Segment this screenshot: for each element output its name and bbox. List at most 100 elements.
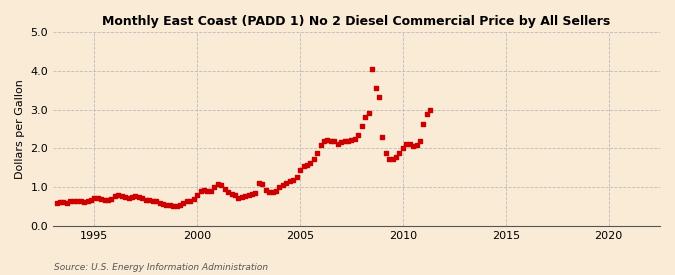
Point — [119, 195, 130, 199]
Point — [284, 179, 295, 183]
Point — [96, 197, 107, 201]
Point — [360, 114, 371, 119]
Point — [298, 164, 309, 168]
Point — [72, 199, 82, 203]
Point — [175, 202, 186, 207]
Point — [367, 67, 377, 71]
Point — [394, 151, 405, 155]
Point — [257, 182, 268, 186]
Point — [342, 138, 353, 143]
Point — [165, 203, 176, 208]
Point — [377, 135, 387, 140]
Point — [398, 145, 408, 150]
Point — [144, 198, 155, 202]
Point — [134, 195, 144, 199]
Point — [418, 122, 429, 127]
Point — [171, 204, 182, 208]
Point — [274, 185, 285, 189]
Point — [370, 86, 381, 90]
Point — [126, 195, 137, 199]
Point — [315, 143, 326, 147]
Point — [373, 95, 384, 99]
Point — [383, 157, 394, 161]
Point — [113, 193, 124, 197]
Title: Monthly East Coast (PADD 1) No 2 Diesel Commercial Price by All Sellers: Monthly East Coast (PADD 1) No 2 Diesel … — [103, 15, 611, 28]
Point — [116, 193, 127, 198]
Point — [414, 139, 425, 144]
Point — [325, 138, 336, 143]
Point — [223, 190, 234, 194]
Point — [219, 187, 230, 191]
Point — [157, 202, 168, 206]
Point — [202, 189, 213, 193]
Point — [124, 195, 134, 200]
Point — [192, 193, 202, 197]
Point — [188, 197, 199, 201]
Point — [291, 175, 302, 180]
Point — [61, 200, 72, 205]
Point — [302, 163, 313, 167]
Point — [387, 157, 398, 161]
Point — [271, 189, 281, 193]
Point — [356, 124, 367, 128]
Point — [198, 188, 209, 192]
Point — [411, 143, 422, 147]
Point — [140, 197, 151, 202]
Point — [335, 140, 346, 145]
Point — [68, 199, 79, 203]
Point — [75, 199, 86, 204]
Point — [381, 151, 392, 155]
Point — [185, 199, 196, 203]
Point — [346, 138, 357, 142]
Point — [178, 200, 189, 205]
Point — [288, 178, 298, 182]
Point — [86, 198, 97, 202]
Point — [236, 195, 247, 199]
Point — [332, 141, 343, 146]
Point — [216, 183, 227, 187]
Point — [55, 200, 65, 204]
Point — [401, 141, 412, 146]
Point — [340, 139, 350, 144]
Point — [99, 197, 110, 202]
Point — [78, 200, 89, 204]
Point — [182, 199, 192, 204]
Point — [243, 193, 254, 197]
Point — [421, 112, 432, 116]
Point — [51, 200, 62, 205]
Point — [305, 161, 316, 165]
Point — [240, 193, 250, 198]
Point — [58, 200, 69, 204]
Point — [250, 191, 261, 195]
Point — [233, 196, 244, 200]
Point — [206, 189, 217, 193]
Point — [294, 167, 305, 172]
Point — [267, 190, 278, 194]
Point — [65, 199, 76, 204]
Point — [261, 188, 271, 192]
Point — [167, 204, 178, 208]
Point — [103, 198, 113, 202]
Point — [312, 151, 323, 155]
Point — [404, 142, 415, 147]
Point — [209, 185, 219, 189]
Point — [353, 133, 364, 137]
Point — [137, 196, 148, 200]
Point — [246, 192, 257, 196]
Point — [161, 202, 171, 207]
Point — [329, 139, 340, 144]
Point — [281, 181, 292, 185]
Point — [213, 182, 223, 186]
Point — [82, 199, 93, 204]
Point — [230, 193, 240, 197]
Point — [226, 191, 237, 196]
Point — [363, 111, 374, 115]
Point — [254, 181, 265, 185]
Point — [130, 194, 141, 199]
Point — [147, 199, 158, 203]
Point — [109, 194, 120, 199]
Point — [92, 196, 103, 200]
Point — [391, 155, 402, 159]
Point — [151, 199, 161, 204]
Point — [322, 138, 333, 142]
